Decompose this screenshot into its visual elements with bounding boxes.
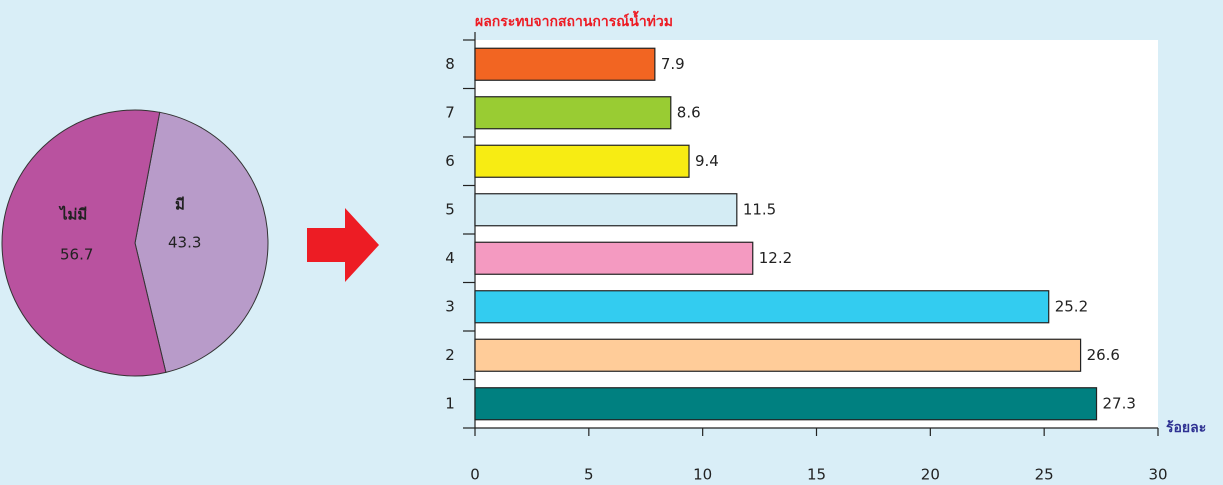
x-tick-label: 30 — [1148, 466, 1167, 484]
chart-title: ผลกระทบจากสถานการณ์น้ำท่วม — [475, 10, 673, 30]
slice-value: 43.3 — [168, 234, 201, 252]
bar — [474, 338, 1082, 372]
slice-value: 56.7 — [60, 246, 93, 264]
y-tick-label: 5 — [445, 200, 455, 218]
y-tick-label: 6 — [445, 152, 455, 170]
bar — [474, 193, 738, 227]
y-tick-label: 3 — [445, 297, 455, 315]
x-axis-label: ร้อยละ — [1166, 420, 1206, 436]
bar — [474, 387, 1098, 421]
slice-label: ไม่มี — [58, 205, 87, 224]
value-label: 27.3 — [1103, 394, 1136, 412]
slice-label: มี — [175, 196, 185, 214]
y-tick-label: 2 — [445, 346, 455, 364]
y-tick-label: 1 — [445, 394, 455, 412]
x-tick-label: 25 — [1035, 466, 1054, 484]
value-label: 12.2 — [759, 249, 792, 267]
bar — [474, 290, 1050, 324]
value-label: 25.2 — [1055, 297, 1088, 315]
y-tick-label: 7 — [445, 103, 455, 121]
value-label: 11.5 — [743, 200, 776, 218]
value-label: 8.6 — [677, 103, 701, 121]
x-tick-label: 10 — [693, 466, 712, 484]
x-tick-label: 15 — [807, 466, 826, 484]
value-label: 7.9 — [661, 55, 685, 73]
value-label: 26.6 — [1087, 346, 1120, 364]
value-label: 9.4 — [695, 152, 719, 170]
y-tick-label: 8 — [445, 55, 455, 73]
x-tick-label: 5 — [584, 466, 594, 484]
bar — [474, 96, 672, 130]
bar — [474, 47, 656, 81]
bar — [474, 241, 754, 275]
x-tick-label: 0 — [470, 466, 480, 484]
pie-slice — [1, 109, 167, 377]
arrow — [307, 208, 379, 282]
y-tick-label: 4 — [445, 249, 455, 267]
pie-slice — [134, 111, 269, 373]
bar — [474, 144, 690, 178]
x-tick-label: 20 — [921, 466, 940, 484]
